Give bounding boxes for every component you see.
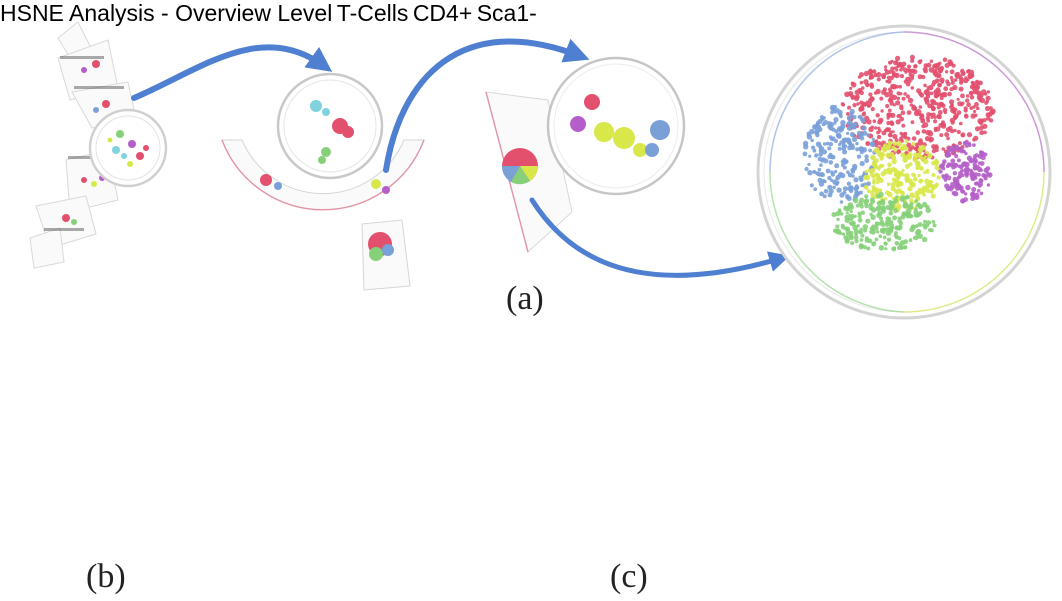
breadcrumb-label: CD4+	[412, 0, 473, 26]
caption-c: (c)	[610, 558, 648, 595]
breadcrumb-item-2[interactable]: T-Cells	[337, 0, 413, 26]
cd4-clusters	[570, 94, 670, 157]
transition-arrow-3	[529, 197, 791, 278]
point-cloud	[802, 54, 996, 252]
transition-arrow-2	[383, 38, 590, 173]
breadcrumb: HSNE Analysis - Overview Level T-Cells C…	[0, 0, 537, 26]
breadcrumb-label: HSNE Analysis - Overview Level	[0, 0, 333, 26]
overview-clusters	[107, 130, 149, 167]
wedge-stack-clusters	[62, 60, 110, 225]
breadcrumb-item-1[interactable]: HSNE Analysis - Overview Level	[0, 0, 337, 26]
caption-b: (b)	[86, 558, 126, 595]
sunburst-tcells[interactable]	[221, 72, 425, 291]
breadcrumb-item-4[interactable]: Sca1-	[477, 0, 537, 26]
sunburst-overview[interactable]	[29, 21, 168, 269]
breadcrumb-item-3[interactable]: CD4+	[413, 0, 477, 26]
caption-a: (a)	[506, 280, 544, 317]
breadcrumb-label: Sca1-	[476, 0, 537, 26]
sunburst-sca1[interactable]	[756, 24, 1052, 320]
transition-arrow-1	[131, 44, 333, 101]
wedge-stack-barcodes	[44, 56, 124, 231]
tcells-clusters	[310, 100, 354, 164]
breadcrumb-label: T-Cells	[336, 0, 409, 26]
sunburst-cd4[interactable]	[485, 56, 686, 253]
ring-clusters	[260, 174, 394, 261]
panel-a	[29, 21, 1052, 320]
wedge-pie	[501, 148, 539, 185]
